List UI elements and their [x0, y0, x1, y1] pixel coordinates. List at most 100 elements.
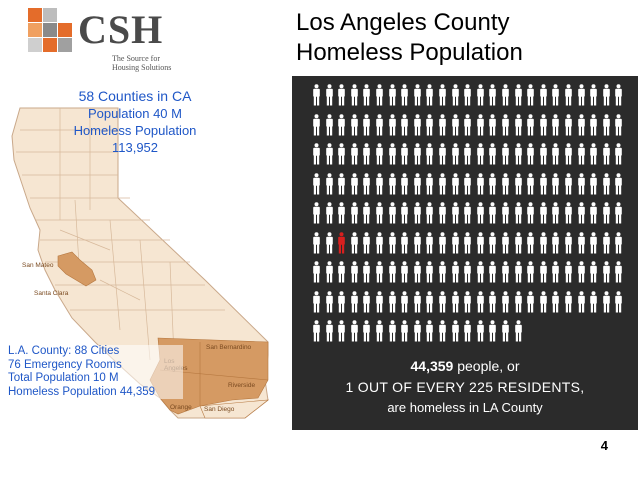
person-icon	[362, 320, 371, 342]
person-icon	[362, 143, 371, 165]
person-icon	[362, 84, 371, 106]
person-icon	[337, 320, 346, 342]
person-icon	[451, 202, 460, 224]
person-icon	[488, 113, 497, 136]
person-icon	[577, 143, 586, 165]
person-icon	[614, 113, 623, 136]
person-icon	[312, 231, 321, 254]
person-icon	[438, 143, 447, 165]
person-icon	[312, 261, 321, 283]
person-icon	[577, 261, 586, 283]
la-homeless: Homeless Population 44,359	[8, 385, 156, 398]
person-icon	[350, 202, 359, 224]
person-icon	[413, 261, 422, 283]
person-icon	[425, 261, 434, 283]
person-icon	[438, 172, 447, 195]
person-icon	[400, 202, 409, 224]
person-icon	[425, 172, 434, 195]
person-icon	[526, 84, 535, 106]
person-icon	[413, 202, 422, 224]
person-icon	[350, 231, 359, 254]
person-icon	[488, 172, 497, 195]
san-diego-county	[199, 399, 269, 419]
person-icon	[551, 113, 560, 136]
ca-homeless-label: Homeless Population	[73, 123, 197, 138]
person-icon	[476, 113, 485, 136]
person-icon	[375, 84, 384, 106]
person-icon	[388, 290, 397, 313]
person-icon	[375, 172, 384, 195]
person-icon	[476, 143, 485, 165]
person-icon	[488, 143, 497, 165]
person-icon	[614, 231, 623, 254]
person-icon	[413, 231, 422, 254]
person-icon	[350, 113, 359, 136]
person-icon	[451, 143, 460, 165]
person-icon	[602, 84, 611, 106]
label-orange: Orange	[170, 404, 192, 411]
label-san-mateo: San Mateo	[22, 262, 54, 269]
person-icon	[602, 113, 611, 136]
person-icon	[463, 261, 472, 283]
person-icon	[577, 113, 586, 136]
logo-square	[43, 8, 57, 22]
person-icon	[438, 113, 447, 136]
person-icon	[526, 172, 535, 195]
person-icon	[614, 172, 623, 195]
person-icon	[564, 202, 573, 224]
person-icon	[388, 172, 397, 195]
person-icon	[463, 172, 472, 195]
person-icon	[438, 84, 447, 106]
person-icon	[589, 261, 598, 283]
person-icon	[413, 113, 422, 136]
person-icon	[551, 231, 560, 254]
person-icon	[337, 261, 346, 283]
logo-square	[43, 38, 57, 52]
person-icon	[476, 290, 485, 313]
logo-square	[58, 38, 72, 52]
person-icon	[350, 261, 359, 283]
person-icon	[514, 202, 523, 224]
person-icon	[312, 320, 321, 342]
person-icon	[501, 202, 510, 224]
person-icon	[602, 202, 611, 224]
person-icon	[325, 320, 334, 342]
panel-summary: 44,359 people, or 1 OUT OF EVERY 225 RES…	[292, 356, 638, 418]
person-icon	[614, 290, 623, 313]
person-icon	[451, 172, 460, 195]
person-icon	[400, 231, 409, 254]
person-icon	[350, 172, 359, 195]
person-icon	[564, 143, 573, 165]
la-county-stats: L.A. County: 88 Cities 76 Emergency Room…	[8, 345, 183, 399]
label-san-diego: San Diego	[204, 406, 235, 413]
person-icon	[388, 143, 397, 165]
person-icon	[350, 290, 359, 313]
person-icon	[337, 113, 346, 136]
person-icon	[564, 172, 573, 195]
person-icon	[501, 320, 510, 342]
person-icon	[539, 290, 548, 313]
person-icon	[564, 261, 573, 283]
person-icon	[602, 143, 611, 165]
person-icon	[514, 261, 523, 283]
bay-area-counties	[57, 251, 97, 287]
person-icon	[400, 84, 409, 106]
person-icon	[614, 202, 623, 224]
person-icon	[564, 113, 573, 136]
person-icon	[312, 84, 321, 106]
person-icon	[501, 290, 510, 313]
person-icon	[312, 202, 321, 224]
person-icon	[463, 320, 472, 342]
ca-homeless-value: 113,952	[111, 140, 159, 155]
person-icon	[602, 231, 611, 254]
person-icon	[388, 231, 397, 254]
person-icon	[337, 143, 346, 165]
person-icon	[463, 143, 472, 165]
person-icon	[438, 202, 447, 224]
person-icon	[501, 143, 510, 165]
person-icon	[362, 261, 371, 283]
person-icon	[463, 113, 472, 136]
page-number: 4	[600, 438, 608, 453]
person-icon	[388, 261, 397, 283]
person-icon	[589, 202, 598, 224]
